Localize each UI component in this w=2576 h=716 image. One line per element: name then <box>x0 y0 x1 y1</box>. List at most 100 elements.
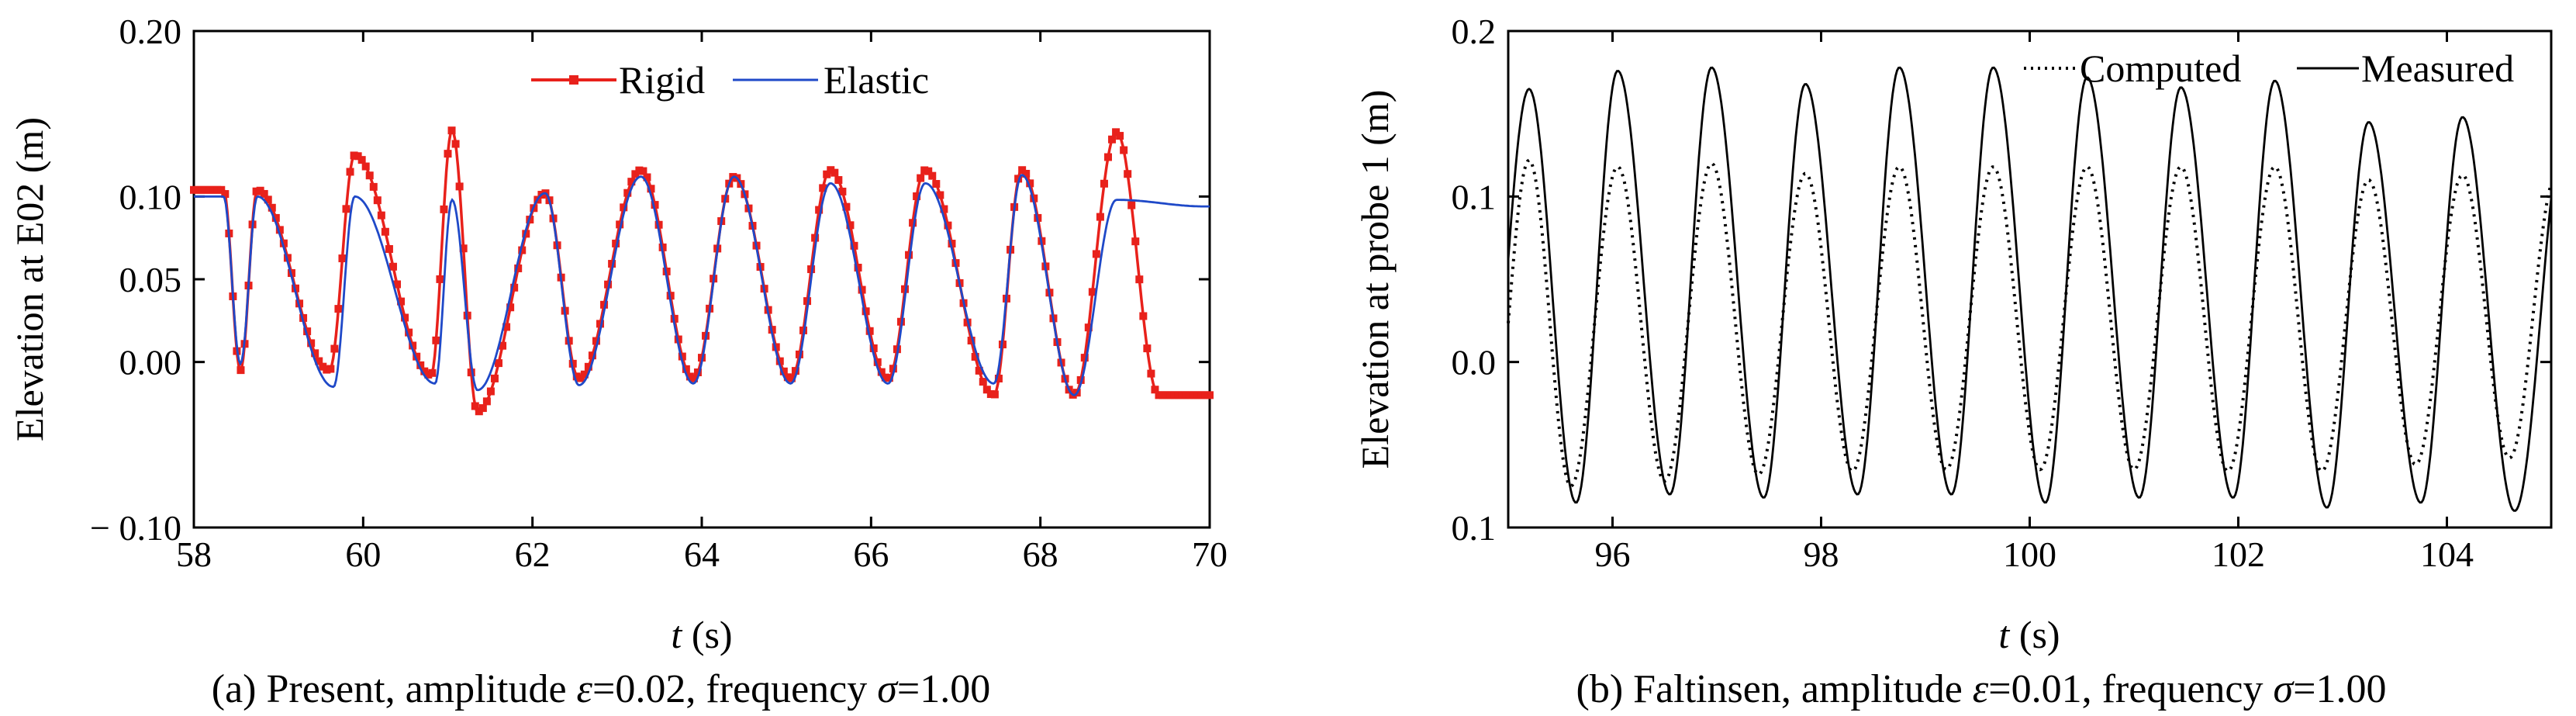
point-marker-rigid <box>490 374 499 382</box>
point-marker-rigid <box>326 365 335 373</box>
point-marker-rigid <box>1108 135 1117 144</box>
point-marker-rigid <box>260 189 268 198</box>
point-marker-rigid <box>596 320 604 328</box>
point-marker-rigid <box>830 168 839 177</box>
series-group-a <box>190 126 1214 416</box>
point-marker-rigid <box>627 178 636 186</box>
plot-frame-b <box>1507 29 2553 529</box>
point-marker-rigid <box>917 174 925 182</box>
point-marker-rigid <box>1174 391 1183 400</box>
point-marker-rigid <box>381 227 389 236</box>
point-marker-rigid <box>303 327 312 336</box>
point-marker-rigid <box>842 202 851 211</box>
x-tick-label-b: 96 <box>1595 534 1631 574</box>
point-marker-rigid <box>623 189 632 197</box>
point-marker-rigid <box>639 167 647 175</box>
point-marker-rigid <box>846 221 855 230</box>
point-marker-rigid <box>1014 175 1023 183</box>
point-marker-rigid <box>237 366 245 375</box>
point-marker-rigid <box>580 370 589 379</box>
point-marker-rigid <box>1182 391 1190 400</box>
point-marker-rigid <box>311 349 319 358</box>
point-marker-rigid <box>478 404 487 413</box>
point-marker-rigid <box>807 265 816 274</box>
point-marker-rigid <box>862 307 870 316</box>
point-marker-rigid <box>1018 166 1027 175</box>
x-axis-title-b: t (s) <box>1998 613 2060 656</box>
point-marker-rigid <box>940 205 948 213</box>
point-marker-rigid <box>194 185 202 194</box>
point-marker-rigid <box>1170 391 1179 400</box>
point-marker-rigid <box>330 344 339 353</box>
series-line-elastic <box>194 174 1210 396</box>
point-marker-rigid <box>982 386 991 394</box>
legend-label-measured: Measured <box>2361 47 2514 90</box>
x-tick-label-a: 70 <box>1192 534 1228 574</box>
point-marker-rigid <box>409 341 417 350</box>
point-marker-rigid <box>342 205 350 213</box>
point-marker-rigid <box>854 264 862 272</box>
point-marker-rigid <box>791 367 799 375</box>
point-marker-rigid <box>1088 288 1096 296</box>
x-tick-label-b: 102 <box>2212 534 2265 574</box>
point-marker-rigid <box>1100 179 1108 188</box>
point-marker-rigid <box>338 254 347 263</box>
point-marker-rigid <box>576 374 585 382</box>
y-tick-label-a: 0.20 <box>119 12 182 51</box>
y-tick-label-b: 0.1 <box>1452 177 1497 216</box>
point-marker-rigid <box>471 402 479 410</box>
point-marker-rigid <box>323 365 331 374</box>
point-marker-rigid <box>823 170 831 178</box>
x-tick-label-a: 68 <box>1023 534 1058 574</box>
point-marker-rigid <box>1124 170 1132 178</box>
point-marker-rigid <box>795 350 803 358</box>
point-marker-rigid <box>459 244 468 253</box>
point-marker-rigid <box>416 361 425 369</box>
point-marker-rigid <box>447 126 456 135</box>
point-marker-rigid <box>990 390 999 399</box>
x-axis-title-a: t (s) <box>671 613 732 656</box>
point-marker-rigid <box>815 206 824 214</box>
chart-panel-a: 58 60 62 64 66 68 70 − 0.10 0.00 0.05 0.10 0.20 Rig… <box>8 12 1228 711</box>
point-marker-rigid <box>346 168 354 176</box>
point-marker-rigid <box>779 367 788 375</box>
legend-label-rigid: Rigid <box>619 58 705 102</box>
point-marker-rigid <box>499 341 507 350</box>
point-marker-rigid <box>1178 391 1186 400</box>
point-marker-rigid <box>877 368 886 376</box>
point-marker-rigid <box>1193 391 1202 400</box>
point-marker-rigid <box>944 221 952 230</box>
point-marker-rigid <box>482 397 491 406</box>
point-marker-rigid <box>838 187 847 195</box>
point-marker-rigid <box>643 173 651 182</box>
x-tick-label-a: 66 <box>853 534 889 574</box>
x-tick-label-a: 64 <box>684 534 720 574</box>
point-marker-rigid <box>588 351 596 360</box>
point-marker-rigid <box>190 185 198 194</box>
point-marker-rigid <box>397 297 406 306</box>
point-marker-rigid <box>889 365 897 373</box>
point-marker-rigid <box>787 374 796 382</box>
point-marker-rigid <box>1147 369 1155 378</box>
legend-marker-rigid <box>569 75 578 85</box>
point-marker-rigid <box>909 219 917 227</box>
point-marker-rigid <box>1131 237 1140 246</box>
point-marker-rigid <box>424 370 433 379</box>
point-marker-rigid <box>401 313 409 322</box>
y-tick-label-a: 0.10 <box>119 177 182 216</box>
point-marker-rigid <box>1127 201 1136 209</box>
point-marker-rigid <box>205 185 214 194</box>
series-line-computed <box>1507 157 2553 489</box>
point-marker-rigid <box>689 374 698 382</box>
point-marker-rigid <box>252 187 261 195</box>
point-marker-rigid <box>502 323 511 331</box>
legend-label-computed: Computed <box>2080 47 2241 90</box>
point-marker-rigid <box>775 357 784 365</box>
point-marker-rigid <box>913 192 921 201</box>
point-marker-rigid <box>885 374 893 382</box>
series-line-measured <box>1507 66 2553 512</box>
point-marker-rigid <box>334 305 343 313</box>
point-marker-rigid <box>1201 391 1210 400</box>
point-marker-rigid <box>1116 132 1124 140</box>
chart-panel-b: 96 98 100 102 104 0.1 0.0 0.1 0.2 Computed Measu… <box>1353 12 2553 711</box>
